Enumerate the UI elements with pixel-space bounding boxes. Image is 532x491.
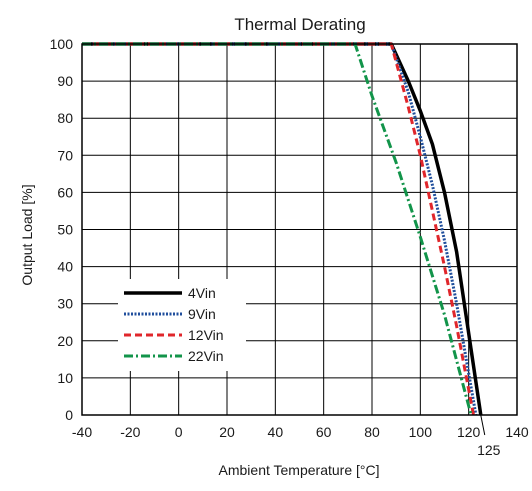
x-tick-label: -20 (120, 424, 140, 440)
x-annotation: 125 (477, 414, 501, 458)
y-tick-label: 10 (57, 370, 73, 386)
annotation-label: 125 (477, 442, 501, 458)
y-tick-label: 0 (65, 407, 73, 423)
y-tick-label: 80 (57, 110, 73, 126)
y-tick-label: 70 (57, 147, 73, 163)
series-line-9vin (82, 42, 478, 416)
y-tick-label: 100 (50, 36, 74, 52)
series-line-12vin (82, 42, 475, 416)
x-tick-label: -40 (72, 424, 92, 440)
x-tick-label: 60 (316, 424, 332, 440)
y-tick-label: 50 (57, 222, 73, 238)
plot-frame (81, 43, 518, 416)
y-tick-label: 90 (57, 73, 73, 89)
annotation-leader (480, 414, 486, 436)
x-tick-label: 80 (364, 424, 380, 440)
x-axis-label: Ambient Temperature [°C] (219, 462, 380, 478)
chart-title: Thermal Derating (234, 15, 365, 34)
x-tick-label: 20 (219, 424, 235, 440)
y-tick-label: 60 (57, 184, 73, 200)
legend-label-12vin: 12Vin (188, 327, 224, 343)
x-tick-label: 140 (505, 424, 529, 440)
legend-label-9vin: 9Vin (188, 306, 216, 322)
legend-label-22vin: 22Vin (188, 348, 224, 364)
legend: 4Vin 9Vin 12Vin 22Vin (118, 279, 246, 371)
x-tick-label: 100 (409, 424, 433, 440)
y-tick-label: 40 (57, 259, 73, 275)
y-tick-label: 20 (57, 333, 73, 349)
legend-label-4vin: 4Vin (188, 285, 216, 301)
y-axis-label: Output Load [%] (19, 184, 35, 285)
x-tick-label: 0 (175, 424, 183, 440)
x-tick-labels: -40 -20 0 20 40 60 80 100 120 140 (72, 424, 529, 440)
x-tick-label: 120 (457, 424, 481, 440)
y-tick-labels: 0 10 20 30 40 50 60 70 80 90 100 (50, 36, 74, 423)
y-tick-label: 30 (57, 296, 73, 312)
x-tick-label: 40 (268, 424, 284, 440)
